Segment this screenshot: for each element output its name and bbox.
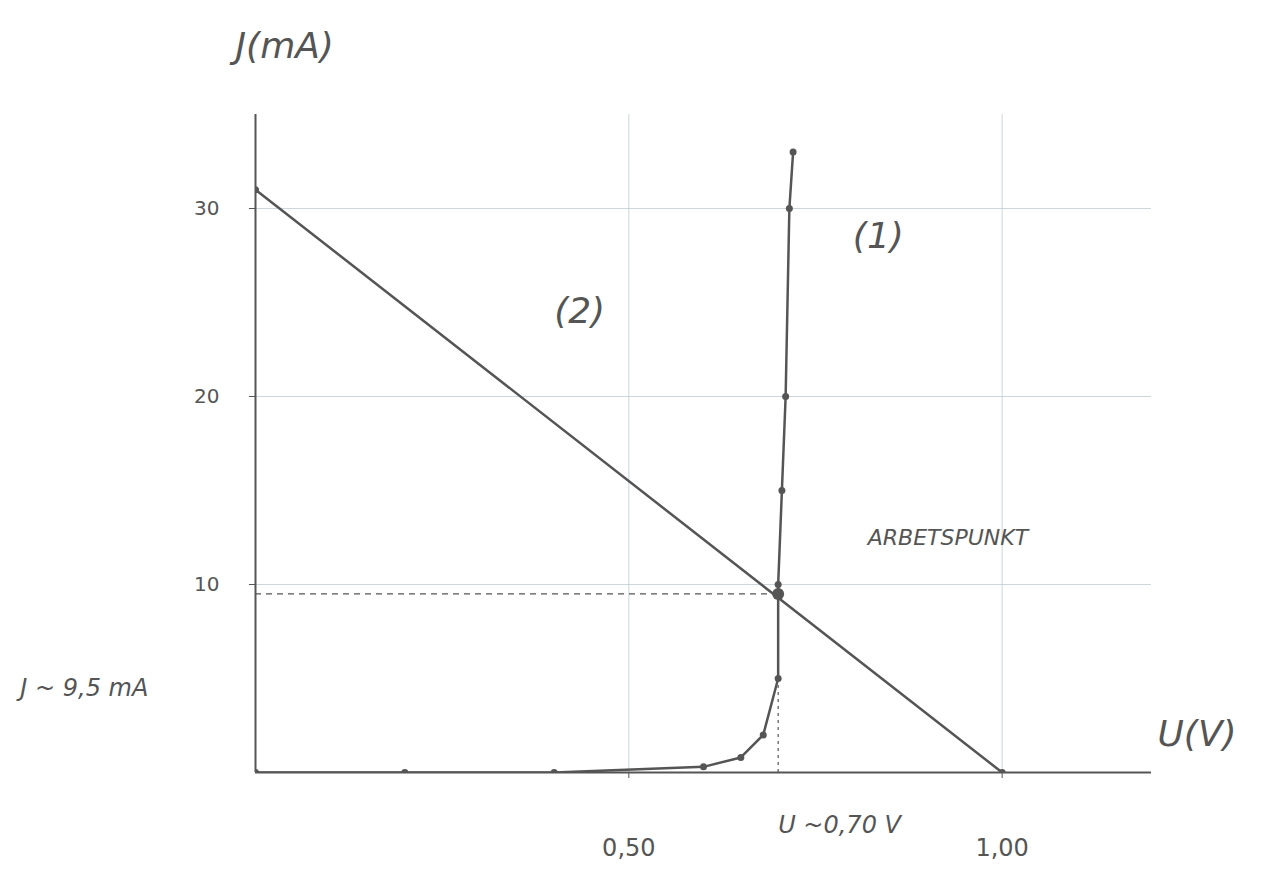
svg-text:10: 10	[194, 572, 219, 596]
svg-text:(2): (2)	[554, 290, 605, 331]
svg-text:1,00: 1,00	[975, 834, 1028, 862]
svg-text:U ~0,70 V: U ~0,70 V	[778, 811, 902, 839]
svg-text:U(V): U(V)	[1158, 713, 1237, 754]
svg-text:0,50: 0,50	[602, 834, 655, 862]
svg-text:(1): (1)	[853, 215, 904, 256]
svg-text:30: 30	[194, 196, 219, 220]
svg-text:ARBETSPUNKT: ARBETSPUNKT	[866, 525, 1030, 550]
svg-text:J ~ 9,5 mA: J ~ 9,5 mA	[16, 674, 148, 702]
svg-text:20: 20	[194, 384, 219, 408]
svg-text:J(mA): J(mA)	[230, 25, 334, 66]
